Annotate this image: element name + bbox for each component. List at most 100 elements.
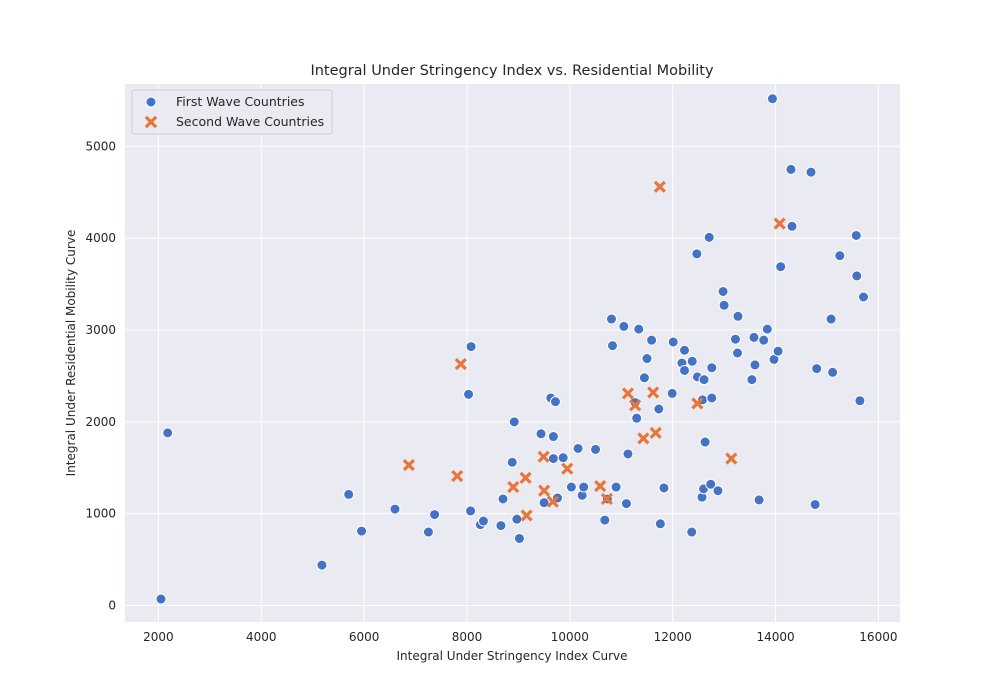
legend: First Wave Countries Second Wave Countri… (131, 89, 333, 135)
data-point (495, 520, 507, 532)
data-point (646, 334, 658, 346)
x-tick-label: 4000 (246, 630, 277, 644)
data-point (463, 388, 475, 400)
data-point (703, 231, 715, 243)
data-point (686, 526, 698, 538)
data-point (712, 485, 724, 497)
data-point (618, 320, 630, 332)
data-point (805, 166, 817, 178)
x-tick-label: 10000 (551, 630, 589, 644)
data-point (686, 355, 698, 367)
grid-lines (125, 84, 900, 622)
data-point (667, 336, 679, 348)
legend-label-first-wave: First Wave Countries (176, 94, 305, 109)
data-point (610, 481, 622, 493)
data-point (538, 484, 551, 497)
data-point (507, 480, 520, 494)
x-axis-label: Integral Under Stringency Index Curve (397, 649, 628, 663)
data-point (706, 362, 718, 374)
x-tick-label: 16000 (859, 630, 897, 644)
x-tick-label: 8000 (452, 630, 483, 644)
y-tick-label: 3000 (85, 323, 116, 337)
data-point (599, 514, 611, 526)
data-point (535, 428, 547, 440)
data-point (465, 341, 477, 353)
data-point (511, 513, 523, 525)
data-point (620, 498, 632, 510)
data-point (827, 366, 839, 378)
y-tick-label: 2000 (85, 415, 116, 429)
y-tick-label: 0 (108, 598, 116, 612)
data-point (638, 372, 650, 384)
data-point (809, 498, 821, 510)
data-point (706, 392, 718, 404)
data-point (477, 515, 489, 527)
data-point (547, 431, 559, 443)
y-tick-label: 1000 (85, 507, 116, 521)
data-point (850, 229, 862, 241)
data-point (155, 593, 167, 605)
data-point (658, 482, 670, 494)
data-point (520, 509, 533, 522)
data-point (851, 270, 863, 282)
data-point (343, 488, 355, 500)
data-point (537, 450, 550, 463)
data-point (600, 492, 613, 506)
data-point (649, 426, 662, 439)
data-point (621, 387, 635, 400)
data-point (590, 443, 602, 455)
data-point (654, 518, 666, 530)
data-point (717, 285, 729, 297)
data-point (731, 347, 743, 359)
x-tick-label: 14000 (756, 630, 794, 644)
data-point (561, 462, 574, 475)
data-point (729, 333, 741, 345)
data-point (825, 313, 837, 325)
data-point (578, 481, 590, 493)
y-tick-labels: 0 1000 2000 3000 4000 5000 (85, 139, 116, 612)
data-point (653, 403, 665, 415)
data-point (607, 340, 619, 352)
data-point (772, 345, 784, 357)
data-point (691, 397, 704, 410)
data-point (725, 452, 738, 465)
data-point (857, 291, 869, 303)
data-point (679, 364, 691, 376)
chart-title: Integral Under Stringency Index vs. Resi… (310, 63, 714, 79)
data-point (749, 359, 761, 371)
legend-label-second-wave: Second Wave Countries (176, 114, 324, 129)
data-point (775, 261, 787, 273)
data-point (631, 412, 643, 424)
data-point (647, 386, 660, 399)
data-point (758, 334, 770, 346)
data-point (786, 220, 798, 232)
data-point (622, 448, 634, 460)
data-point (641, 353, 653, 365)
plot-area (125, 84, 900, 622)
data-point (705, 478, 717, 490)
data-point (691, 248, 703, 260)
data-point (497, 493, 509, 505)
series-second-wave (402, 180, 786, 522)
data-point (732, 310, 744, 322)
data-point (565, 481, 577, 493)
data-point (429, 509, 441, 521)
y-tick-label: 5000 (85, 139, 116, 153)
data-point (422, 526, 434, 538)
data-point (513, 532, 525, 544)
data-point (653, 180, 666, 193)
data-point (761, 323, 773, 335)
data-point (666, 387, 678, 399)
data-point (698, 374, 710, 386)
data-point (389, 503, 401, 515)
data-point (594, 480, 607, 493)
data-point (454, 357, 467, 371)
x-tick-label: 6000 (349, 630, 380, 644)
data-points (155, 93, 869, 605)
data-point (699, 436, 711, 448)
legend-box (131, 89, 333, 135)
data-point (547, 453, 559, 465)
x-tick-label: 12000 (654, 630, 692, 644)
data-point (811, 363, 823, 375)
